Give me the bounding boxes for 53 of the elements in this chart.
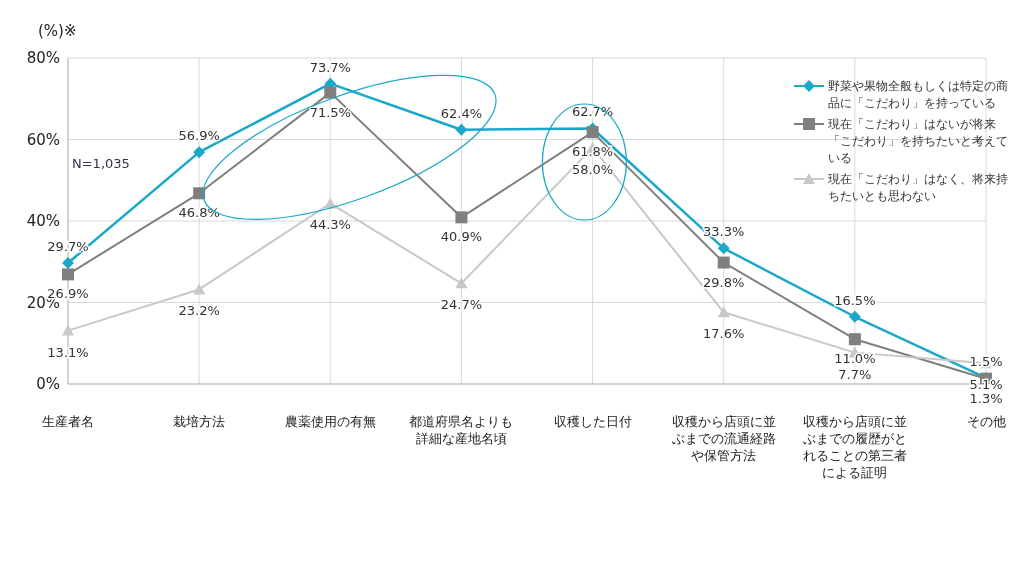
data-label: 13.1% (47, 344, 89, 360)
data-label: 1.5% (969, 353, 1003, 369)
annotation: N=1,035 (72, 156, 130, 171)
data-label: 62.4% (440, 105, 483, 121)
x-tick-label: 都道府県名よりも詳細な産地名頃 (409, 414, 514, 446)
data-label: 56.9% (178, 128, 220, 144)
data-label: 46.8% (178, 205, 220, 221)
y-tick-label: 0% (36, 375, 60, 394)
x-tick-label: 生産者名 (42, 414, 94, 429)
x-tick-label: 栽培方法 (173, 414, 226, 429)
point (62, 256, 74, 269)
x-tick-label: その他 (966, 414, 1006, 429)
data-label: 58.0% (571, 161, 614, 177)
legend-label: 現在「こだわり」はないが将来「こだわり」を持ちたいと考えている (828, 116, 1009, 167)
data-label: 5.1% (969, 377, 1003, 393)
point (62, 324, 74, 336)
point (848, 310, 861, 323)
point (455, 211, 468, 224)
point (717, 256, 730, 269)
data-label: 40.9% (440, 229, 483, 245)
data-label: 16.5% (834, 292, 876, 308)
data-label: 7.7% (838, 366, 872, 382)
x-tick-label: 収穫した日付 (553, 414, 632, 429)
data-label: 29.7% (47, 238, 89, 254)
data-label: 29.8% (703, 274, 745, 290)
data-label: 44.3% (309, 217, 351, 233)
data-label: 1.3% (969, 390, 1003, 406)
data-label: 61.8% (571, 144, 614, 160)
data-label: 24.7% (440, 297, 483, 313)
legend-label: 現在「こだわり」はなく、将来持ちたいとも思わない (828, 171, 1009, 205)
point (586, 126, 599, 139)
text: (%)※ (38, 22, 77, 40)
point (193, 283, 206, 295)
x-tick-label: 農薬使用の有無 (284, 414, 376, 429)
data-label: 71.5% (309, 104, 351, 120)
y-tick-label: 60% (26, 130, 60, 149)
data-label: 17.6% (703, 326, 745, 342)
y-tick-label: 80% (26, 49, 60, 68)
point (324, 86, 337, 99)
point (848, 333, 861, 346)
x-tick-label: 収穫から店頭に並ぶまでの流通経路や保管方法 (671, 414, 776, 463)
data-label: 23.2% (178, 303, 220, 319)
point (62, 268, 74, 281)
point (455, 277, 468, 289)
point (717, 306, 730, 318)
data-label: 73.7% (309, 59, 351, 75)
data-label: 11.0% (834, 351, 876, 367)
x-tick-label: 収穫から店頭に並ぶまでの履歴がとれることの第三者による証明 (802, 414, 907, 480)
point (193, 146, 206, 159)
point (455, 123, 468, 136)
y-tick-label: 40% (26, 212, 60, 231)
point (717, 242, 730, 255)
legend-label: 野菜や果物全般もしくは特定の商品に「こだわり」を持っている (828, 78, 1009, 112)
